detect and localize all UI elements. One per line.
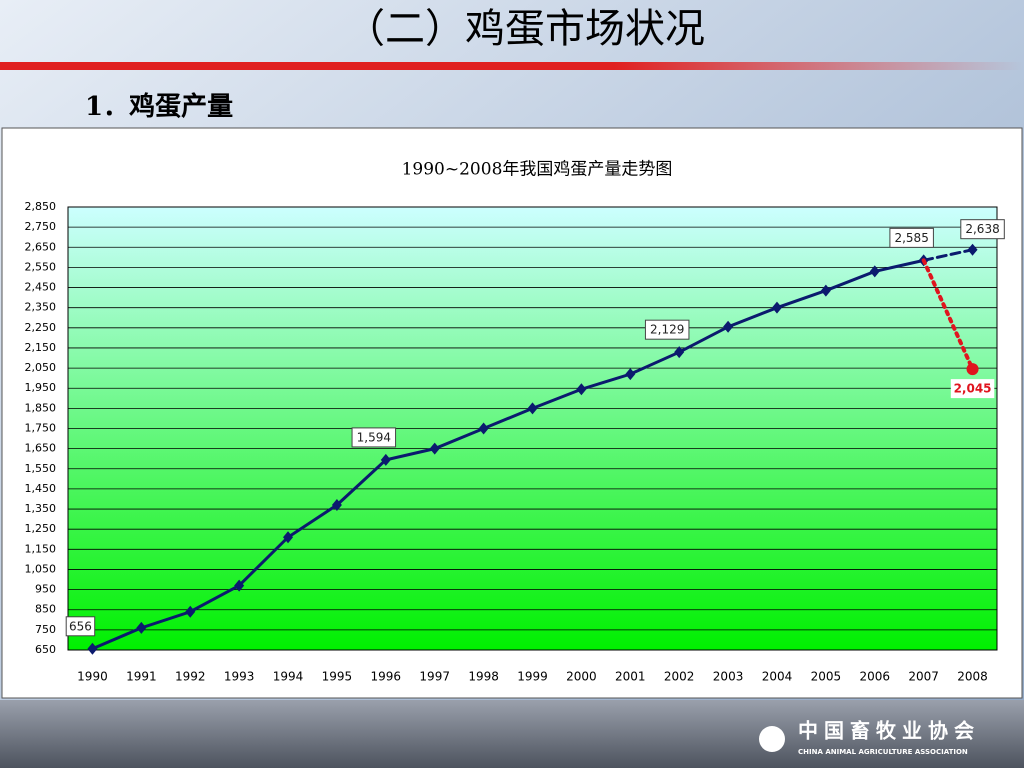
data-label: 2,585 bbox=[894, 231, 928, 245]
y-tick-label: 850 bbox=[35, 603, 56, 616]
y-tick-label: 2,650 bbox=[25, 240, 57, 253]
data-label: 2,045 bbox=[954, 382, 992, 396]
y-tick-label: 1,150 bbox=[25, 542, 57, 555]
data-point bbox=[576, 383, 587, 396]
series-line bbox=[90, 258, 926, 651]
label-box bbox=[889, 227, 934, 248]
x-tick-label: 1991 bbox=[126, 670, 157, 684]
y-tick-label: 1,850 bbox=[25, 401, 57, 414]
x-tick-label: 1999 bbox=[517, 670, 548, 684]
x-tick-label: 2000 bbox=[566, 670, 597, 684]
data-point bbox=[331, 499, 342, 512]
x-tick-label: 1996 bbox=[371, 670, 402, 684]
label-box bbox=[65, 616, 96, 637]
y-tick-label: 1,750 bbox=[25, 422, 57, 435]
data-point bbox=[674, 346, 685, 359]
data-point bbox=[723, 320, 734, 333]
label-box bbox=[644, 319, 690, 340]
x-tick-label: 2005 bbox=[811, 670, 842, 684]
x-tick-label: 2003 bbox=[713, 670, 744, 684]
data-point bbox=[820, 284, 831, 297]
data-point bbox=[967, 243, 978, 256]
footer-name: 中国畜牧业协会 bbox=[798, 719, 980, 743]
x-tick-label: 2007 bbox=[908, 670, 939, 684]
y-tick-label: 1,350 bbox=[25, 502, 57, 515]
slide-title: （二）鸡蛋市场状况 bbox=[345, 6, 705, 52]
y-tick-label: 950 bbox=[35, 583, 56, 596]
x-tick-label: 1993 bbox=[224, 670, 255, 684]
x-tick-label: 2006 bbox=[859, 670, 890, 684]
title-bar bbox=[0, 62, 1024, 70]
x-tick-label: 1995 bbox=[322, 670, 353, 684]
x-tick-label: 1998 bbox=[468, 670, 499, 684]
data-point bbox=[527, 402, 538, 415]
data-label: 656 bbox=[69, 619, 92, 633]
y-tick-label: 2,550 bbox=[25, 260, 57, 273]
data-point bbox=[136, 621, 147, 634]
x-tick-label: 2002 bbox=[664, 670, 695, 684]
x-tick-label: 2004 bbox=[762, 670, 793, 684]
y-tick-label: 2,150 bbox=[25, 341, 57, 354]
y-tick-label: 1,250 bbox=[25, 522, 57, 535]
data-point bbox=[869, 265, 880, 278]
data-label: 1,594 bbox=[357, 430, 391, 444]
data-point bbox=[771, 301, 782, 314]
x-tick-label: 2008 bbox=[957, 670, 988, 684]
data-point bbox=[380, 453, 391, 466]
y-tick-label: 1,650 bbox=[25, 442, 57, 455]
data-point bbox=[283, 531, 294, 544]
label-box bbox=[960, 219, 1005, 240]
data-point bbox=[478, 422, 489, 435]
x-tick-label: 1990 bbox=[77, 670, 108, 684]
y-tick-label: 2,850 bbox=[25, 200, 57, 213]
x-tick-label: 1994 bbox=[273, 670, 304, 684]
data-point bbox=[966, 363, 979, 376]
series-line bbox=[921, 258, 975, 372]
data-point bbox=[625, 368, 636, 381]
label-box bbox=[351, 427, 397, 448]
data-point bbox=[429, 442, 440, 455]
y-tick-label: 2,450 bbox=[25, 281, 57, 294]
data-label: 2,129 bbox=[650, 323, 684, 337]
y-tick-label: 1,950 bbox=[25, 381, 57, 394]
data-point bbox=[234, 579, 245, 592]
y-tick-label: 650 bbox=[35, 643, 56, 656]
y-tick-label: 1,450 bbox=[25, 482, 57, 495]
y-tick-label: 2,750 bbox=[25, 220, 57, 233]
footer-bar bbox=[0, 700, 1024, 768]
footer-logo bbox=[759, 726, 785, 752]
label-box bbox=[950, 379, 995, 399]
data-label: 2,638 bbox=[965, 222, 999, 236]
y-tick-label: 2,050 bbox=[25, 361, 57, 374]
data-point bbox=[185, 605, 196, 618]
y-tick-label: 750 bbox=[35, 623, 56, 636]
y-tick-label: 2,350 bbox=[25, 301, 57, 314]
x-tick-label: 1997 bbox=[419, 670, 450, 684]
slide-subtitle: 1．鸡蛋产量 bbox=[85, 91, 233, 122]
series-line bbox=[922, 248, 975, 262]
y-tick-label: 1,050 bbox=[25, 562, 57, 575]
y-tick-label: 1,550 bbox=[25, 462, 57, 475]
footer-name-en: CHINA ANIMAL AGRICULTURE ASSOCIATION bbox=[798, 748, 968, 756]
x-tick-label: 2001 bbox=[615, 670, 646, 684]
x-tick-label: 1992 bbox=[175, 670, 206, 684]
data-point bbox=[87, 642, 98, 655]
y-tick-label: 2,250 bbox=[25, 321, 57, 334]
chart-title: 1990~2008年我国鸡蛋产量走势图 bbox=[402, 160, 673, 180]
